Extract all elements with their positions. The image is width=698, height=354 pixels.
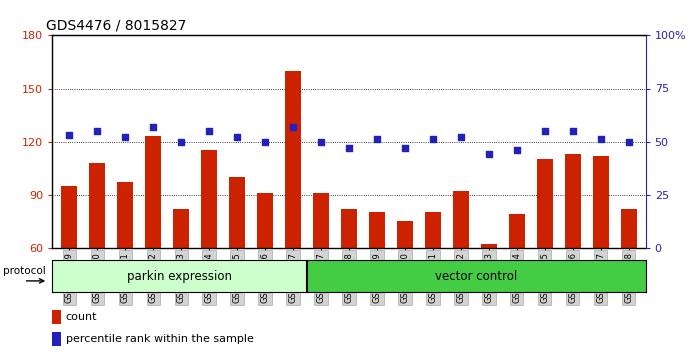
Bar	[593, 156, 609, 248]
Bar	[537, 159, 553, 248]
Point	[567, 128, 579, 134]
Point	[232, 135, 243, 140]
Point	[427, 137, 438, 142]
Point	[483, 152, 494, 157]
Bar	[369, 212, 385, 248]
Bar	[397, 221, 413, 248]
Point	[315, 139, 327, 144]
Point	[371, 137, 383, 142]
Bar	[173, 209, 188, 248]
Text: protocol: protocol	[3, 266, 45, 276]
Point	[343, 145, 355, 151]
Point	[288, 124, 299, 130]
Point	[512, 147, 523, 153]
Bar	[52, 310, 61, 324]
Bar	[230, 177, 245, 248]
Bar	[258, 193, 273, 248]
Text: GDS4476 / 8015827: GDS4476 / 8015827	[46, 19, 187, 33]
Point	[455, 135, 466, 140]
Bar	[481, 244, 496, 248]
Bar	[61, 186, 77, 248]
Text: vector control: vector control	[436, 270, 517, 282]
Bar	[307, 260, 646, 292]
Point	[540, 128, 551, 134]
Text: parkin expression: parkin expression	[127, 270, 232, 282]
Bar	[202, 150, 217, 248]
Point	[399, 145, 410, 151]
Bar	[341, 209, 357, 248]
Bar	[89, 163, 105, 248]
Bar	[52, 260, 307, 292]
Point	[175, 139, 186, 144]
Point	[595, 137, 607, 142]
Text: percentile rank within the sample: percentile rank within the sample	[66, 334, 253, 344]
Point	[260, 139, 271, 144]
Point	[623, 139, 634, 144]
Bar	[565, 154, 581, 248]
Bar	[313, 193, 329, 248]
Bar	[285, 71, 301, 248]
Bar	[453, 191, 468, 248]
Bar	[621, 209, 637, 248]
Point	[204, 128, 215, 134]
Bar	[52, 332, 61, 346]
Point	[91, 128, 103, 134]
Point	[119, 135, 131, 140]
Text: count: count	[66, 312, 97, 322]
Point	[64, 132, 75, 138]
Bar	[510, 214, 525, 248]
Bar	[145, 136, 161, 248]
Bar	[117, 182, 133, 248]
Bar	[425, 212, 440, 248]
Point	[147, 124, 158, 130]
